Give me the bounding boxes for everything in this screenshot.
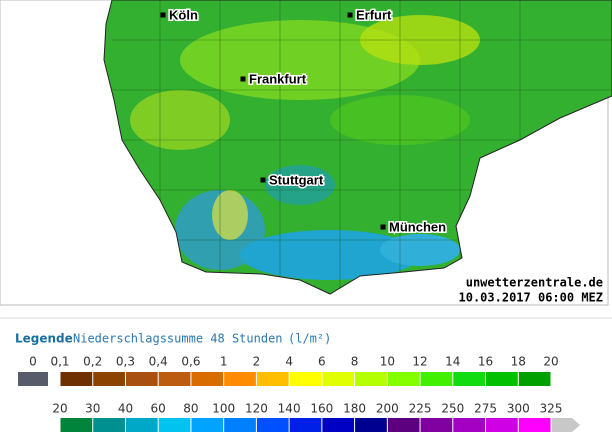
legend-swatch — [518, 372, 551, 386]
legend-swatch — [420, 372, 453, 386]
legend-swatch — [224, 372, 256, 386]
source: unwetterzentrale.de — [466, 276, 603, 290]
legend-label: 0,2 — [83, 355, 102, 369]
legend-swatch — [322, 372, 355, 386]
legend-label: 14 — [445, 355, 460, 369]
legend-swatch — [93, 372, 125, 386]
city-label: München — [389, 219, 446, 234]
legend-label: 80 — [183, 402, 198, 416]
legend-swatch — [289, 418, 322, 432]
legend-label: 20 — [543, 355, 558, 369]
legend-label: 160 — [310, 402, 333, 416]
city-marker — [380, 224, 386, 230]
city-label: Köln — [169, 7, 198, 22]
legend-swatch — [420, 418, 453, 432]
legend-label: 1 — [220, 355, 228, 369]
legend-label: 10 — [380, 355, 395, 369]
country-border — [103, 0, 612, 295]
legend-label: 0,4 — [149, 355, 168, 369]
legend-title: Legende — [15, 332, 73, 346]
legend-swatch — [486, 418, 518, 432]
map: Köln Erfurt Frankfurt Stuttgart München unwe… — [0, 0, 612, 306]
legend-swatch — [355, 372, 387, 386]
legend-swatch — [486, 372, 518, 386]
legend-swatch — [453, 372, 486, 386]
legend-overflow — [552, 418, 580, 432]
legend-label: 120 — [245, 402, 268, 416]
legend-swatch — [60, 372, 93, 386]
legend-subtitle: Niederschlagssumme 48 Stunden — [73, 332, 283, 346]
legend-swatch — [224, 418, 256, 432]
legend-swatch — [289, 372, 322, 386]
city-marker — [160, 12, 166, 18]
legend-label: 0,6 — [181, 355, 200, 369]
legend-label: 2 — [253, 355, 261, 369]
legend-swatch — [125, 418, 158, 432]
legend-label: 0 — [29, 355, 37, 369]
legend-label: 6 — [318, 355, 326, 369]
legend-label: 275 — [474, 402, 497, 416]
legend-swatch — [453, 418, 486, 432]
legend-swatch — [322, 418, 355, 432]
timestamp: 10.03.2017 06:00 MEZ — [459, 291, 604, 305]
legend-swatch — [387, 418, 420, 432]
legend-label: 0,3 — [116, 355, 135, 369]
legend-label: 325 — [540, 402, 563, 416]
legend-label: 60 — [151, 402, 166, 416]
legend-swatch — [60, 418, 93, 432]
legend-swatch — [191, 418, 224, 432]
legend-swatch — [93, 418, 125, 432]
legend-swatch — [355, 418, 387, 432]
legend-label: 200 — [376, 402, 399, 416]
legend-label: 300 — [507, 402, 530, 416]
legend-swatch — [18, 372, 48, 386]
legend-label: 100 — [212, 402, 235, 416]
legend-label: 4 — [285, 355, 293, 369]
legend-swatch — [158, 372, 191, 386]
legend-unit: (l/m²) — [288, 332, 331, 346]
legend-label: 0,1 — [50, 355, 69, 369]
legend-label: 40 — [118, 402, 133, 416]
legend-swatch — [387, 372, 420, 386]
city-label: Stuttgart — [269, 172, 324, 187]
legend-label: 12 — [412, 355, 427, 369]
city-label: Frankfurt — [249, 71, 307, 86]
legend-swatch — [256, 372, 289, 386]
legend-swatch — [191, 372, 224, 386]
city-marker — [347, 12, 353, 18]
legend-label: 180 — [343, 402, 366, 416]
legend-label: 30 — [85, 402, 100, 416]
city-marker — [260, 177, 266, 183]
legend-label: 225 — [409, 402, 432, 416]
legend-label: 20 — [52, 402, 67, 416]
legend-swatch — [125, 372, 158, 386]
legend-swatch — [256, 418, 289, 432]
city-label: Erfurt — [356, 7, 392, 22]
legend-label: 8 — [351, 355, 359, 369]
legend-label: 18 — [511, 355, 526, 369]
city-marker — [240, 76, 246, 82]
legend-swatch — [158, 418, 191, 432]
legend-label: 140 — [278, 402, 301, 416]
legend-label: 16 — [478, 355, 493, 369]
legend-label: 250 — [441, 402, 464, 416]
legend-swatch — [518, 418, 551, 432]
